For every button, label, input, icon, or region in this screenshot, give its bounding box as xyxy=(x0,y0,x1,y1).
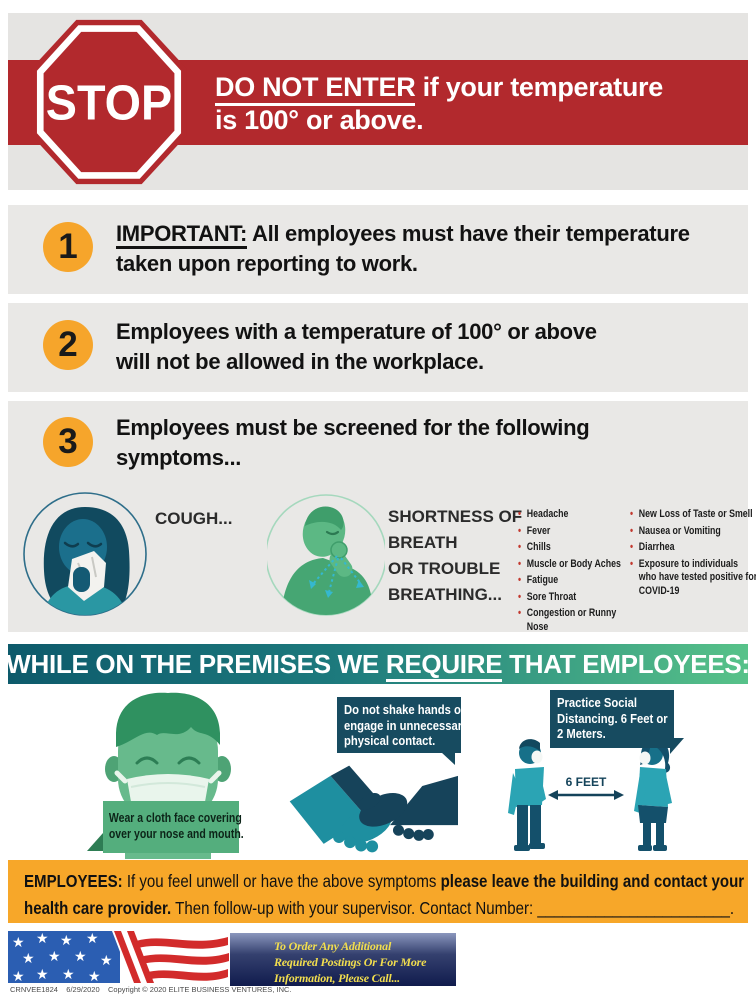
notice-line-1: EMPLOYEES: If you feel unwell or have th… xyxy=(24,871,745,891)
premises-banner-text: WHILE ON THE PREMISES WE REQUIRE THAT EM… xyxy=(6,648,750,682)
handshake-illustration-icon xyxy=(289,765,458,853)
mask-sign: Wear a cloth face covering over your nos… xyxy=(87,801,244,853)
require-underlined: REQUIRE xyxy=(385,648,503,682)
social-distancing-line: 2 Meters. xyxy=(557,727,606,741)
step-3-number-badge: 3 xyxy=(43,417,93,467)
svg-text:★: ★ xyxy=(48,949,61,965)
symptom-item: Exposure to individuals who have tested … xyxy=(630,558,756,599)
stop-sign-label: STOP xyxy=(46,76,172,130)
cough-illustration-icon xyxy=(23,492,147,616)
callout-tail xyxy=(670,738,684,754)
no-handshake-line: Do not shake hands or xyxy=(344,703,466,717)
six-feet-label: 6 FEET xyxy=(566,775,607,789)
step-1-number-badge: 1 xyxy=(43,222,93,272)
social-distancing-line: Practice Social xyxy=(557,696,638,710)
step-1-panel: 1 IMPORTANT: All employees must have the… xyxy=(8,205,748,294)
symptom-item: Sore Throat xyxy=(518,591,624,605)
symptom-item: Chills xyxy=(518,541,624,555)
social-distancing-illustration-icon: 6 FEET xyxy=(508,739,672,851)
order-info-text: To Order Any Additional Required Posting… xyxy=(274,939,427,985)
step-2-panel: 2 Employees with a temperature of 100° o… xyxy=(8,303,748,392)
no-handshake-callout: Do not shake hands or engage in unnecess… xyxy=(337,697,469,765)
mask-sign-line: over your nose and mouth. xyxy=(108,827,244,841)
svg-text:★: ★ xyxy=(22,951,35,967)
symptom-item: Congestion or Runny Nose xyxy=(518,607,624,634)
stop-sign-icon: STOP xyxy=(31,19,187,185)
sign-fold xyxy=(87,833,103,851)
notice-line-2: health care provider. Then follow-up wit… xyxy=(24,898,735,918)
step-3-panel: 3 Employees must be screened for the fol… xyxy=(8,401,756,633)
svg-text:★: ★ xyxy=(88,969,101,983)
symptom-item: Nausea or Vomiting xyxy=(630,525,756,539)
premises-requirements-banner: WHILE ON THE PREMISES WE REQUIRE THAT EM… xyxy=(6,644,750,684)
symptom-item: Headache xyxy=(518,508,624,522)
shortness-of-breath-illustration-icon xyxy=(267,494,385,616)
svg-text:★: ★ xyxy=(36,931,49,947)
employees-notice-banner: EMPLOYEES: If you feel unwell or have th… xyxy=(8,860,748,923)
svg-text:★: ★ xyxy=(62,967,75,983)
symptom-item: Fever xyxy=(518,525,624,539)
step-3-text: Employees must be screened for the follo… xyxy=(116,415,590,470)
step-1-text: IMPORTANT: All employees must have their… xyxy=(116,221,690,276)
symptom-list-column-2: New Loss of Taste or Smell Nausea or Vom… xyxy=(630,508,756,601)
social-distancing-line: Distancing. 6 Feet or xyxy=(557,711,668,726)
social-distancing-callout: Practice Social Distancing. 6 Feet or 2 … xyxy=(550,690,684,754)
shortness-of-breath-label: SHORTNESS OF BREATH OR TROUBLE BREATHING… xyxy=(388,507,523,604)
symptom-item: Diarrhea xyxy=(630,541,756,555)
symptom-item: New Loss of Taste or Smell xyxy=(630,508,756,522)
copyright-fine-print: CRNVEE1824 6/29/2020 Copyright © 2020 EL… xyxy=(10,985,292,994)
american-flag-icon: ★ ★ ★ ★ ★ ★ ★ ★ ★ ★ ★ ★ xyxy=(8,931,229,983)
symptom-item: Muscle or Body Aches xyxy=(518,558,624,572)
svg-text:★: ★ xyxy=(86,931,99,947)
important-underlined: IMPORTANT: xyxy=(116,221,247,249)
do-not-enter-text: DO NOT ENTER if your temperature is 100°… xyxy=(215,72,663,135)
no-handshake-line: physical contact. xyxy=(344,734,436,748)
svg-text:★: ★ xyxy=(100,953,113,969)
contact-number-blank: _______________________ xyxy=(537,898,730,918)
symptom-list-column-1: Headache Fever Chills Muscle or Body Ach… xyxy=(518,508,624,637)
cough-label: COUGH... xyxy=(155,509,233,528)
svg-text:★: ★ xyxy=(12,935,25,951)
no-handshake-line: engage in unnecessary xyxy=(344,718,469,733)
svg-text:★: ★ xyxy=(12,969,25,983)
svg-text:★: ★ xyxy=(74,949,87,965)
step-2-number-badge: 2 xyxy=(43,320,93,370)
svg-text:★: ★ xyxy=(36,967,49,983)
do-not-enter-underlined: DO NOT ENTER xyxy=(215,72,416,106)
svg-text:★: ★ xyxy=(60,933,73,949)
step-2-text: Employees with a temperature of 100° or … xyxy=(116,319,597,374)
symptom-item: Fatigue xyxy=(518,574,624,588)
mask-sign-line: Wear a cloth face covering xyxy=(108,811,242,825)
callout-tail xyxy=(441,752,455,765)
order-info-box: To Order Any Additional Required Posting… xyxy=(230,933,456,986)
